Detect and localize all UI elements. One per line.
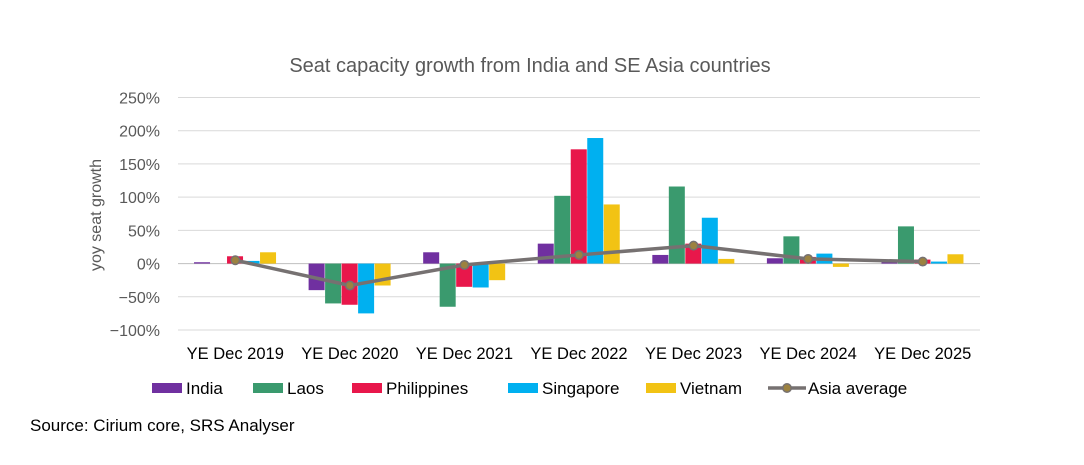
source-note: Source: Cirium core, SRS Analyser [30,416,295,435]
y-tick-label: 0% [137,257,160,274]
asia-average-point [459,259,470,270]
legend-label: Laos [287,379,324,398]
legend-marker [782,383,792,393]
y-tick-label: 250% [119,91,160,108]
asia-average-point [574,249,584,260]
x-tick-label: YE Dec 2023 [645,345,742,363]
bar-philippines [570,149,587,264]
y-tick-label: −100% [110,323,160,340]
legend-swatch [646,383,676,393]
bar-india [423,252,440,264]
x-tick-label: YE Dec 2021 [416,345,513,363]
bar-laos [554,195,571,264]
chart-title: Seat capacity growth from India and SE A… [289,55,770,77]
bar-singapore [587,138,604,264]
asia-average-point [230,255,241,266]
y-axis-ticks: 250% 200% 150% 100% 50% 0% −50% −100% [110,91,160,341]
bar-vietnam [489,263,506,281]
bar-singapore [930,261,947,264]
bar-india [766,258,783,264]
x-tick-label: YE Dec 2019 [187,345,284,363]
bar-vietnam [832,263,849,267]
asia-average-point [344,280,355,291]
bar-vietnam [603,204,620,264]
legend-swatch [508,383,538,393]
bar-laos [668,186,685,264]
bar-laos [783,236,800,264]
bar-vietnam [718,258,735,264]
y-tick-label: 100% [119,190,160,207]
legend-swatch [253,383,283,393]
bar-india [537,243,554,264]
bar-singapore [701,217,718,264]
legend-swatch [152,383,182,393]
x-tick-label: YE Dec 2024 [760,345,857,363]
average-line [230,240,928,291]
bar-vietnam [947,254,964,264]
bar-laos [439,263,456,307]
x-tick-label: YE Dec 2022 [530,345,627,363]
bar-philippines [456,263,473,287]
x-axis-ticks: YE Dec 2019 YE Dec 2020 YE Dec 2021 YE Dec … [187,345,972,363]
asia-average-point [803,253,814,264]
bar-singapore [358,263,375,314]
bar-india [194,262,211,264]
bar-singapore [472,263,489,288]
y-tick-label: 200% [119,124,160,141]
x-tick-label: YE Dec 2025 [874,345,971,363]
legend-swatch [352,383,382,393]
y-tick-label: 150% [119,157,160,174]
bar-india [652,254,669,264]
legend: India Laos Philippines Singapore Vietnam Asia… [152,379,907,398]
legend-label: Singapore [542,379,620,398]
chart: Seat capacity growth from India and SE A… [88,55,980,398]
asia-average-point [917,256,928,267]
legend-label: India [186,379,223,398]
legend-label: Vietnam [680,379,742,398]
y-tick-label: −50% [119,290,160,307]
y-tick-label: 50% [128,223,160,240]
x-tick-label: YE Dec 2020 [301,345,398,363]
y-axis-label: yoy seat growth [88,159,105,271]
legend-label: Asia average [808,379,907,398]
asia-average-point [688,240,699,251]
bar-vietnam [260,252,277,264]
bars [194,138,964,314]
legend-label: Philippines [386,379,468,398]
bar-laos [897,226,914,264]
